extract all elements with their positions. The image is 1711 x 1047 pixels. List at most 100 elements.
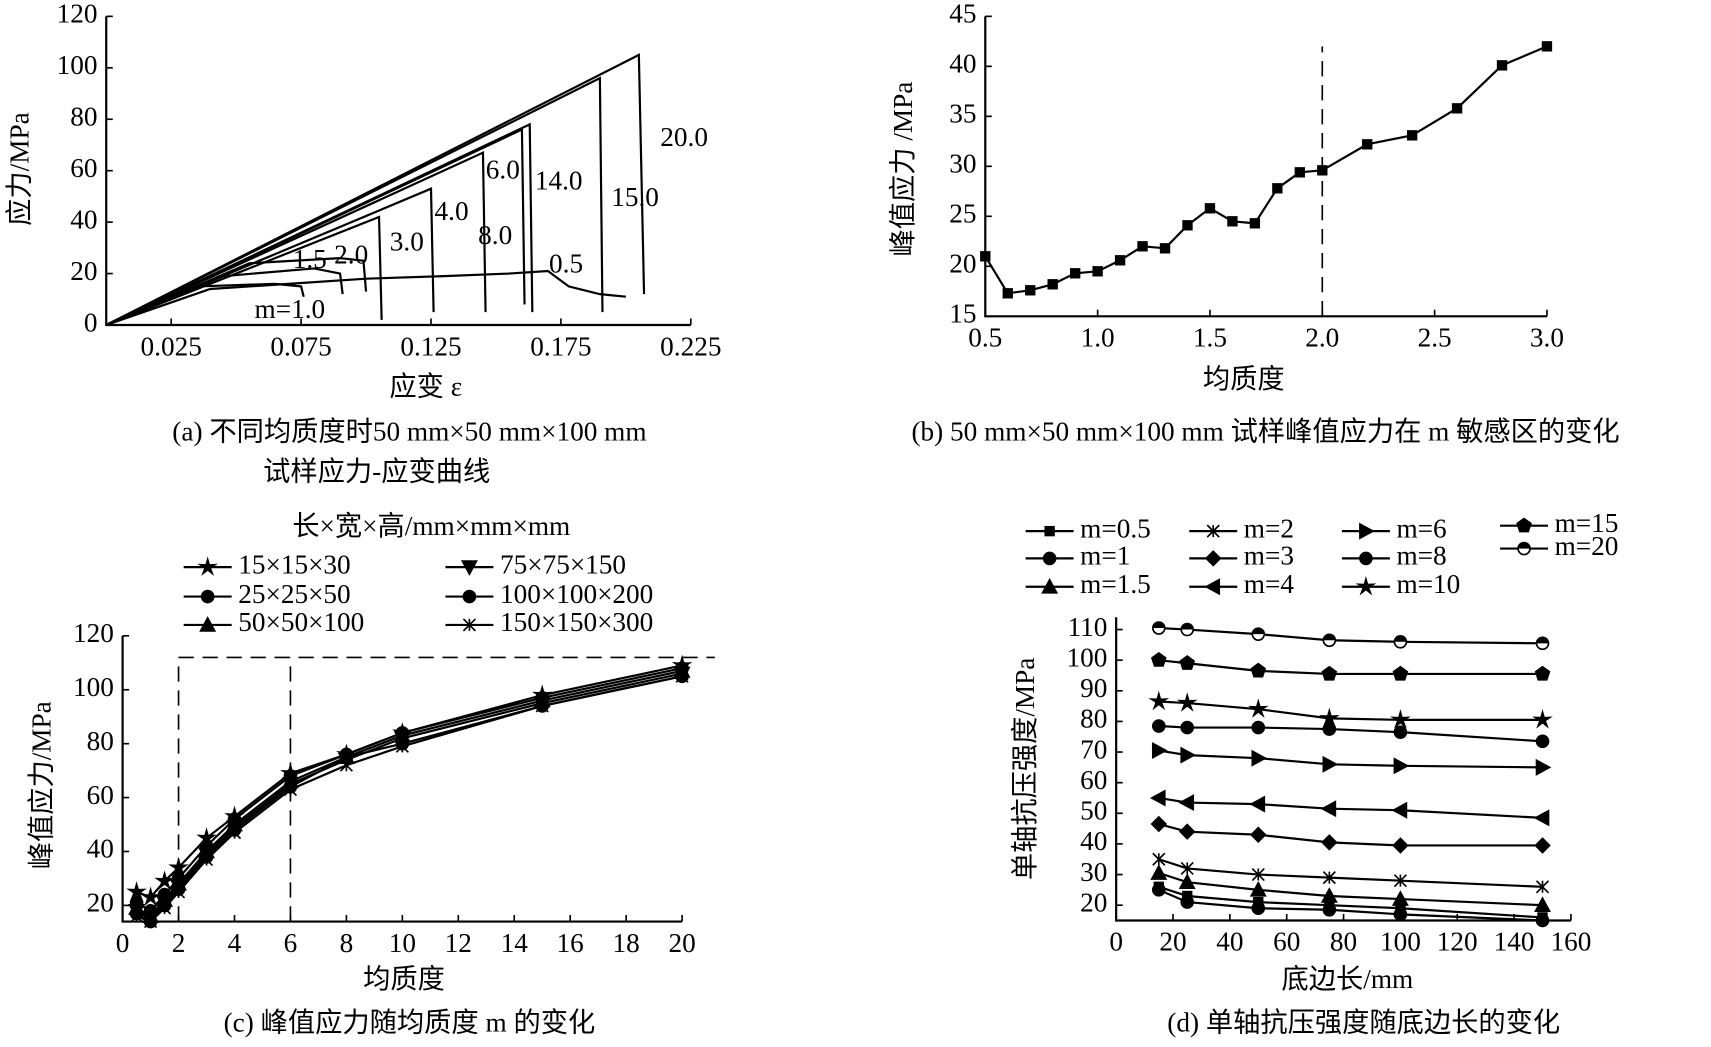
caption: (a) 不同均质度时50 mm×50 mm×100 mm (172, 416, 646, 446)
marker (675, 669, 689, 683)
marker (126, 881, 147, 901)
marker (1178, 823, 1196, 840)
series-line (105, 257, 368, 327)
marker (1151, 719, 1166, 733)
marker (1044, 525, 1055, 537)
marker (1149, 789, 1166, 807)
marker (1150, 864, 1168, 880)
x-tick-label: 80 (1330, 927, 1357, 957)
marker (1534, 896, 1551, 912)
marker (395, 739, 409, 753)
marker (1392, 665, 1409, 681)
series-line (136, 675, 683, 923)
marker (1178, 873, 1196, 890)
y-tick-label: 100 (57, 50, 98, 80)
marker (1150, 651, 1167, 667)
marker (1069, 268, 1081, 279)
series-line (105, 269, 626, 327)
marker (1321, 665, 1338, 681)
marker (1251, 720, 1266, 735)
y-tick-label: 80 (87, 726, 114, 756)
x-tick-label: 0.5 (968, 323, 1002, 353)
marker (1320, 800, 1337, 818)
caption: 试样应力-应变曲线 (263, 457, 490, 487)
marker (1180, 895, 1195, 909)
series-line (1158, 749, 1543, 769)
x-tick-label: 0 (1109, 927, 1123, 957)
series-line (1158, 871, 1543, 907)
marker (1390, 709, 1411, 729)
marker (157, 901, 172, 915)
legend-label: 50×50×100 (238, 607, 364, 637)
x-tick-label: 0.125 (400, 331, 461, 361)
marker (1393, 725, 1408, 739)
x-tick-label: 60 (1273, 927, 1300, 957)
marker (1137, 241, 1148, 252)
marker (1451, 103, 1463, 114)
subplot: 0.025 0.075 0.125 0.175 0.225 0 20 40 60 80 100 120… (5, 0, 722, 487)
marker (1180, 720, 1195, 735)
marker (1180, 861, 1194, 876)
x-axis-label: 应变 ε (389, 372, 462, 402)
marker (1204, 550, 1222, 567)
x-tick-label: 140 (1494, 927, 1535, 957)
legend-label: m=4 (1244, 569, 1295, 599)
series-line (1158, 700, 1543, 721)
legend-label: m=1 (1080, 541, 1130, 571)
marker (1179, 655, 1196, 670)
marker (200, 589, 215, 604)
x-axis-label: 底边长/mm (1282, 964, 1414, 994)
marker (1249, 218, 1261, 229)
marker (199, 616, 217, 632)
series-line (136, 672, 683, 921)
y-tick-label: 110 (1068, 612, 1108, 642)
x-tick-label: 0.025 (141, 331, 202, 361)
subplot: 0 2 4 6 8 10 12 14 16 18 20 20 40 60 80 100 120 峰值应力/MPa 均… (26, 511, 715, 1037)
series-line (105, 187, 435, 327)
marker (1535, 913, 1550, 928)
x-tick-label: 2.5 (1418, 323, 1452, 353)
x-axis-label: 均质度 (363, 964, 445, 994)
x-tick-label: 1.0 (1081, 323, 1115, 353)
marker (1516, 517, 1532, 533)
y-tick-label: 60 (87, 780, 114, 810)
marker (1250, 662, 1267, 678)
marker (1148, 690, 1170, 711)
marker (1322, 902, 1337, 917)
marker (1534, 665, 1551, 681)
marker (1092, 266, 1103, 277)
marker-half (1323, 634, 1336, 641)
y-axis-label: 峰值应力/MPa (26, 701, 56, 869)
series-line (136, 675, 683, 923)
legend-title: 长×宽×高/mm×mm×mm (292, 511, 570, 541)
marker (1320, 887, 1338, 903)
series-line (136, 669, 683, 918)
x-tick-label: 0.225 (660, 331, 721, 361)
marker (1248, 698, 1269, 718)
marker (154, 870, 175, 890)
annotation: 4.0 (435, 196, 469, 226)
marker (1535, 758, 1552, 776)
legend-label: m=8 (1396, 541, 1446, 571)
marker (1047, 279, 1058, 290)
marker (1251, 867, 1265, 882)
marker (1042, 551, 1057, 566)
marker (1317, 165, 1328, 176)
marker (1391, 801, 1408, 819)
annotation: 0.5 (549, 248, 583, 278)
annotation: 15.0 (611, 182, 659, 212)
marker (1152, 852, 1166, 866)
marker (1534, 837, 1551, 854)
marker (1249, 795, 1266, 813)
series-line (1158, 626, 1543, 645)
marker (1182, 220, 1193, 231)
marker (1541, 41, 1553, 52)
marker (1393, 757, 1410, 775)
x-tick-label: 120 (1437, 927, 1478, 957)
annotation: m=1.0 (255, 294, 326, 324)
marker (227, 826, 242, 840)
marker (1250, 826, 1267, 843)
marker-half (1394, 635, 1407, 642)
marker (1159, 243, 1171, 254)
axis-frame (984, 16, 1547, 318)
